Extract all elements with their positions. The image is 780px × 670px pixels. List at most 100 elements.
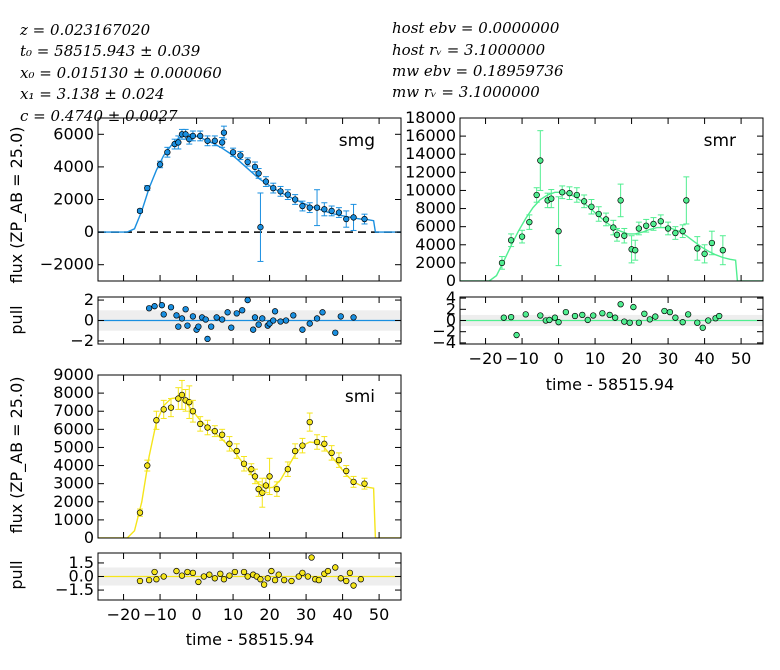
smi-pull-point [226, 572, 233, 579]
smr-xtick-label: 40 [694, 349, 714, 368]
smr-data-point [708, 239, 716, 247]
smg-ytick-label: 6000 [53, 124, 94, 143]
smi-data-point [291, 447, 299, 455]
smi-pull-point [308, 554, 315, 561]
smi-data-point [255, 485, 262, 493]
smi-data-point [178, 391, 186, 399]
smr-pull-point [579, 311, 586, 319]
smr-data-point [507, 237, 515, 244]
smr-xtick-label: −20 [469, 349, 503, 368]
smg-plot-area [98, 125, 401, 262]
smr-pull-point [699, 324, 706, 331]
smg-band-label: smg [339, 131, 375, 151]
smi-xtick-label: 30 [296, 605, 316, 624]
smi-ytick-label: 1000 [53, 510, 94, 529]
fit-param-c: c = 0.4740 ± 0.0027 [20, 107, 178, 125]
smg-data-point [335, 209, 343, 216]
smg-pull-point [167, 304, 175, 311]
smr-pull-point [546, 316, 553, 324]
smi-pull-point [173, 567, 180, 575]
smg-pull-point [332, 329, 339, 336]
smi-data-point [189, 408, 197, 415]
smi-pull-point [211, 575, 218, 582]
smr-data-point [548, 195, 555, 202]
smr-data-point [719, 247, 726, 254]
smi-data-point [284, 466, 291, 473]
smr-pull-point [507, 313, 515, 321]
smg-data-point [343, 215, 350, 223]
smi-xtick-label: −20 [107, 605, 141, 624]
smr-pull-point [716, 312, 723, 320]
smi-pull-point [206, 571, 213, 578]
smr-pull-point [685, 311, 692, 318]
smg-pull-point [182, 306, 189, 313]
smg-pull-point [337, 313, 344, 320]
smi-data-point [218, 431, 226, 438]
smi-data-point [211, 427, 218, 435]
smg-pull-point [319, 309, 326, 316]
smr-xtick-label: −10 [505, 349, 539, 368]
smi-pull-point [217, 570, 224, 577]
smi-pull-point [288, 577, 295, 585]
smg-ytick-label: 0 [84, 222, 94, 241]
smr-ytick-label: 16000 [405, 126, 456, 145]
smr-data-point [672, 229, 679, 237]
smi-pull-point [153, 576, 160, 583]
smi-data-point [160, 406, 167, 413]
smr-ytick-label: 10000 [405, 180, 456, 199]
smr-pull-point [606, 311, 613, 319]
smg-data-point [211, 137, 218, 144]
smr-pull-point [590, 312, 597, 319]
smi-pull-point [264, 575, 271, 582]
smi-data-point [251, 473, 259, 480]
smg-pull-point [255, 321, 262, 328]
smr-xtick-label: 0 [553, 349, 563, 368]
smg-data-point [164, 149, 171, 156]
smg-pull-point [160, 311, 167, 318]
smr-pull-point [652, 313, 659, 320]
smg-data-point [218, 139, 226, 146]
smr-ytick-label: 18000 [405, 108, 456, 127]
smi-data-point [226, 440, 233, 447]
smi-data-point [328, 449, 335, 457]
smi-plot-area [98, 554, 401, 589]
smi-xtick-label: 40 [332, 605, 352, 624]
smi-pull-point [350, 582, 357, 589]
smr-data-point [617, 197, 624, 204]
smg-pull-point [228, 324, 235, 331]
smi-data-point [240, 460, 248, 467]
smr-ytick-label: 8000 [415, 199, 456, 218]
smg-pull-point [204, 335, 211, 343]
smg-pull-point [189, 313, 197, 320]
smg-data-point [270, 184, 277, 192]
smg-ytick-label: 2 [84, 290, 94, 309]
smr-data-point [664, 225, 672, 232]
time-xlabel-bottom: time - 58515.94 [186, 630, 314, 649]
smi-xtick-label: 0 [191, 605, 201, 624]
smi-data-point [144, 462, 151, 469]
smr-data-point [657, 218, 664, 225]
smg-pull-point [218, 316, 226, 323]
smi-pull-point [346, 569, 354, 577]
smg-pull-point [306, 320, 313, 327]
smr-ytick-label: 2 [446, 299, 456, 318]
smr-ytick-label: 0 [446, 311, 456, 330]
smr-data-point [621, 232, 628, 239]
smg-pull-point [224, 309, 231, 316]
fit-param-host-rv: host rᵥ = 3.1000000 [392, 41, 546, 59]
smr-pull-point [513, 331, 520, 339]
smg-data-point [350, 214, 357, 221]
smg-pull-point [350, 314, 357, 321]
fit-param-mw-rv: mw rᵥ = 3.1000000 [392, 83, 540, 101]
smg-pull-panel: −20 2 [70, 290, 402, 350]
smi-ytick-label: 9000 [53, 365, 94, 384]
smg-pull-point [259, 315, 266, 322]
smr-xtick-label: 50 [731, 349, 751, 368]
smr-data-point [679, 228, 686, 235]
smr-pull-point [500, 314, 507, 321]
fit-param-t0: t₀ = 58515.943 ± 0.039 [20, 42, 201, 60]
smg-data-point [313, 204, 321, 211]
smr-ytick-label: 12000 [405, 162, 456, 181]
